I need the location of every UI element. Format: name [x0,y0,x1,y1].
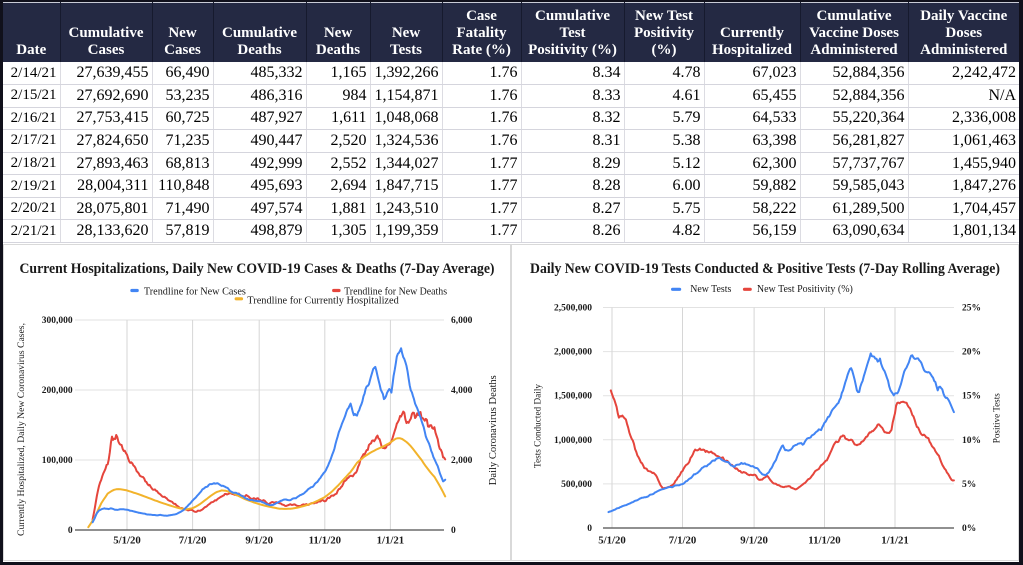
svg-text:1/1/21: 1/1/21 [881,535,909,547]
svg-text:0: 0 [587,524,592,534]
svg-text:200,000: 200,000 [42,386,73,396]
svg-text:300,000: 300,000 [42,316,73,326]
svg-text:1,500,000: 1,500,000 [554,392,592,402]
svg-text:9/1/20: 9/1/20 [740,535,768,547]
svg-text:100,000: 100,000 [42,456,73,466]
svg-text:2,000: 2,000 [451,456,473,466]
svg-text:6,000: 6,000 [451,316,473,326]
svg-text:5/1/20: 5/1/20 [598,535,626,547]
svg-text:1/1/21: 1/1/21 [377,535,405,547]
svg-text:500,000: 500,000 [561,480,592,490]
svg-text:Trendline for Currently Hospit: Trendline for Currently Hospitalized [247,295,399,306]
svg-text:Trendline for New Deaths: Trendline for New Deaths [344,286,447,297]
svg-text:2,500,000: 2,500,000 [554,304,592,314]
svg-text:10%: 10% [962,436,981,446]
svg-text:0%: 0% [962,524,976,534]
svg-text:7/1/20: 7/1/20 [669,535,697,547]
svg-text:0: 0 [68,526,73,536]
svg-text:Currently Hospitalized, Daily: Currently Hospitalized, Daily New Corona… [17,323,27,536]
svg-text:9/1/20: 9/1/20 [245,535,273,547]
svg-text:7/1/20: 7/1/20 [179,535,207,547]
svg-text:4,000: 4,000 [451,386,473,396]
svg-text:Current Hospitalizations, Dail: Current Hospitalizations, Daily New COVI… [20,261,495,277]
svg-text:5/1/20: 5/1/20 [113,535,141,547]
svg-text:11/1/20: 11/1/20 [808,535,840,547]
svg-text:20%: 20% [962,348,981,358]
svg-text:New Tests: New Tests [690,284,731,295]
svg-text:Daily New COVID-19 Tests Condu: Daily New COVID-19 Tests Conducted & Pos… [530,261,1000,277]
svg-text:Tests Conducted Daily: Tests Conducted Daily [534,384,544,468]
svg-text:2,000,000: 2,000,000 [554,348,592,358]
svg-text:15%: 15% [962,392,981,402]
svg-text:Trendline for New Cases: Trendline for New Cases [144,286,246,297]
svg-text:New Test Positivity (%): New Test Positivity (%) [757,284,853,295]
svg-text:Positive Tests: Positive Tests [993,393,1003,443]
svg-text:11/1/20: 11/1/20 [309,535,341,547]
svg-text:5%: 5% [962,480,976,490]
svg-text:1,000,000: 1,000,000 [554,436,592,446]
svg-text:Daily Coronavirus Deaths: Daily Coronavirus Deaths [488,375,499,485]
svg-text:25%: 25% [962,304,981,314]
svg-text:0: 0 [451,526,456,536]
